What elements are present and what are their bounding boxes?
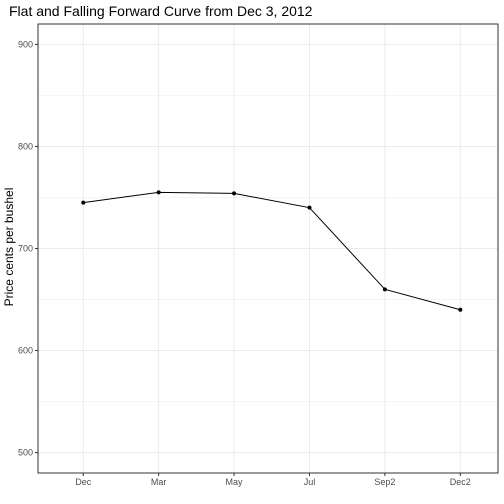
data-point — [458, 307, 463, 312]
series-line — [83, 191, 461, 311]
x-tick-label: Sep2 — [374, 477, 395, 487]
y-tick-label: 600 — [18, 346, 33, 356]
x-tick-label: May — [226, 477, 244, 487]
y-axis-title: Price cents per bushel — [2, 188, 16, 307]
data-point — [156, 190, 161, 195]
x-tick-label: Dec2 — [450, 477, 471, 487]
y-tick-label: 500 — [18, 448, 33, 458]
data-point — [232, 191, 237, 196]
y-axis: 500 600 700 800 900 — [18, 39, 38, 458]
y-tick-label: 700 — [18, 244, 33, 254]
grid — [38, 24, 498, 473]
x-axis: Dec Mar May Jul Sep2 Dec2 — [75, 473, 471, 487]
data-point — [307, 205, 312, 210]
data-point — [382, 287, 387, 292]
data-point — [81, 200, 86, 205]
x-tick-label: Dec — [75, 477, 92, 487]
x-tick-label: Jul — [304, 477, 316, 487]
chart-title: Flat and Falling Forward Curve from Dec … — [9, 3, 313, 19]
series-layer — [81, 190, 463, 312]
y-tick-label: 900 — [18, 39, 33, 49]
y-tick-label: 800 — [18, 141, 33, 151]
x-tick-label: Mar — [151, 477, 167, 487]
